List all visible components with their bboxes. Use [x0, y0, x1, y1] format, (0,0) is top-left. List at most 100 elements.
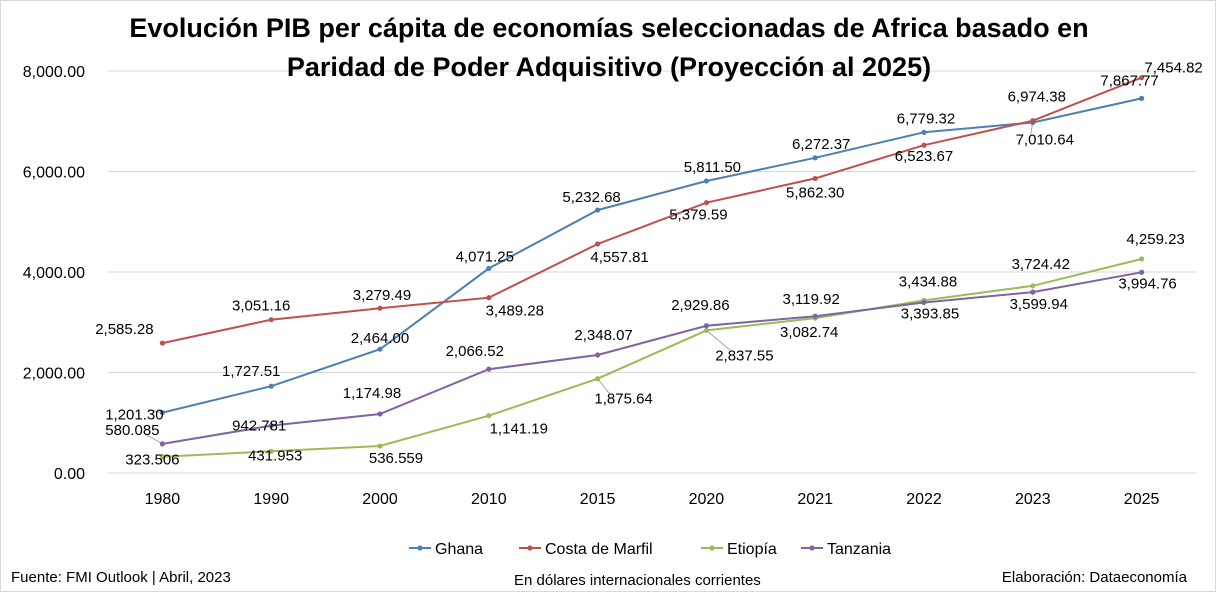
data-point: [595, 241, 601, 247]
data-label: 2,348.07: [574, 327, 632, 344]
data-label: 5,232.68: [562, 189, 620, 206]
data-point: [268, 383, 274, 389]
data-label: 3,119.92: [783, 291, 840, 308]
data-label: 2,929.86: [671, 297, 729, 314]
data-label: 7,454.82: [1144, 59, 1202, 76]
data-label: 1,727.51: [222, 363, 280, 380]
data-point: [921, 299, 927, 306]
x-tick-label: 2015: [580, 491, 616, 508]
data-label: 6,272.37: [792, 136, 850, 153]
credit-note: Elaboración: Dataeconomía: [1001, 569, 1187, 586]
data-point: [486, 265, 492, 272]
y-tick-label: 8,000.00: [23, 64, 85, 81]
data-point: [486, 413, 492, 419]
legend-marker: [709, 545, 715, 551]
data-label: 323.506: [125, 452, 179, 469]
x-tick-label: 2023: [1015, 491, 1051, 508]
legend-label: Ghana: [435, 541, 483, 558]
units-note: En dólares internacionales corrientes: [514, 572, 761, 589]
data-label: 4,557.81: [590, 249, 648, 266]
data-label: 5,379.59: [669, 207, 727, 224]
data-point: [812, 155, 818, 161]
data-point: [377, 346, 383, 352]
series-line: [162, 258, 1142, 458]
series-line: [162, 76, 1142, 345]
data-point: [377, 305, 383, 311]
data-point: [268, 317, 274, 323]
legend-marker: [527, 545, 533, 551]
y-tick-label: 0.00: [54, 466, 85, 483]
data-label: 5,811.50: [684, 159, 741, 176]
series-line: [162, 271, 1142, 445]
grid: [108, 70, 1196, 474]
label-connector: [146, 434, 163, 445]
data-label: 6,974.38: [1008, 89, 1066, 106]
data-point: [377, 411, 383, 417]
data-point: [703, 327, 710, 334]
data-point: [812, 175, 818, 182]
legend-marker: [417, 545, 423, 551]
data-point: [1030, 289, 1036, 295]
data-point: [486, 295, 492, 301]
chart-title: Evolución PIB per cápita de economías se…: [129, 13, 1088, 82]
data-label: 1,201.30: [105, 407, 163, 424]
legend: Ghana Costa de Marfil Etiopía Tanzania: [409, 541, 891, 558]
data-point: [159, 340, 165, 346]
data-label: 6,779.32: [897, 110, 955, 127]
x-tick-label: 1990: [253, 491, 289, 508]
data-point: [595, 352, 601, 358]
data-point: [159, 454, 165, 460]
data-point: [703, 323, 710, 329]
data-label: 4,259.23: [1126, 231, 1184, 248]
data-label: 942.781: [232, 418, 286, 435]
data-point: [377, 443, 383, 449]
data-point: [595, 376, 601, 382]
data-point: [703, 200, 710, 206]
data-point: [159, 441, 165, 447]
data-point: [921, 129, 927, 135]
label-connector: [597, 378, 610, 395]
data-point: [1139, 269, 1145, 275]
x-axis: 1980 1990 2000 2010 2015 2020 2021 2022 2023 2025: [145, 491, 1160, 508]
data-point: [812, 313, 818, 319]
data-label: 580.085: [105, 422, 159, 439]
data-label: 2,585.28: [95, 321, 153, 338]
data-label: 1,141.19: [490, 421, 548, 438]
data-label: 7,867.77: [1100, 73, 1158, 90]
data-label: 431.953: [248, 447, 302, 464]
data-point: [159, 410, 165, 416]
legend-marker: [809, 545, 815, 551]
data-point: [1139, 95, 1145, 101]
data-label: 3,393.85: [901, 305, 959, 322]
data-label: 5,862.30: [786, 184, 844, 201]
data-point: [486, 366, 492, 372]
data-label: 3,082.74: [780, 324, 838, 341]
data-label: 3,279.49: [353, 287, 411, 304]
data-labels: 1,201.30 1,727.51 2,464.00 4,071.25 5,232.68…: [95, 59, 1203, 468]
x-tick-label: 2020: [689, 491, 725, 508]
x-tick-label: 2010: [471, 491, 507, 508]
data-label: 2,837.55: [715, 347, 773, 364]
data-label: 3,051.16: [232, 298, 290, 315]
x-tick-label: 2000: [362, 491, 398, 508]
data-label: 6,523.67: [895, 148, 953, 165]
data-label: 7,010.64: [1016, 132, 1074, 149]
data-point: [921, 142, 927, 148]
x-tick-label: 2022: [906, 491, 942, 508]
data-label: 1,174.98: [343, 385, 401, 402]
data-label: 3,489.28: [486, 303, 544, 320]
legend-label: Etiopía: [727, 541, 777, 558]
data-point: [268, 448, 274, 454]
series-line: [162, 97, 1142, 414]
legend-label: Tanzania: [827, 541, 891, 558]
y-tick-label: 2,000.00: [23, 366, 85, 383]
y-axis: 0.00 2,000.00 4,000.00 6,000.00 8,000.00: [23, 64, 85, 483]
x-tick-label: 1980: [145, 491, 181, 508]
data-point: [1030, 118, 1036, 124]
data-label: 3,994.76: [1118, 275, 1176, 292]
data-label: 1,875.64: [594, 391, 652, 408]
x-tick-label: 2021: [797, 491, 833, 508]
legend-label: Costa de Marfil: [545, 541, 653, 558]
